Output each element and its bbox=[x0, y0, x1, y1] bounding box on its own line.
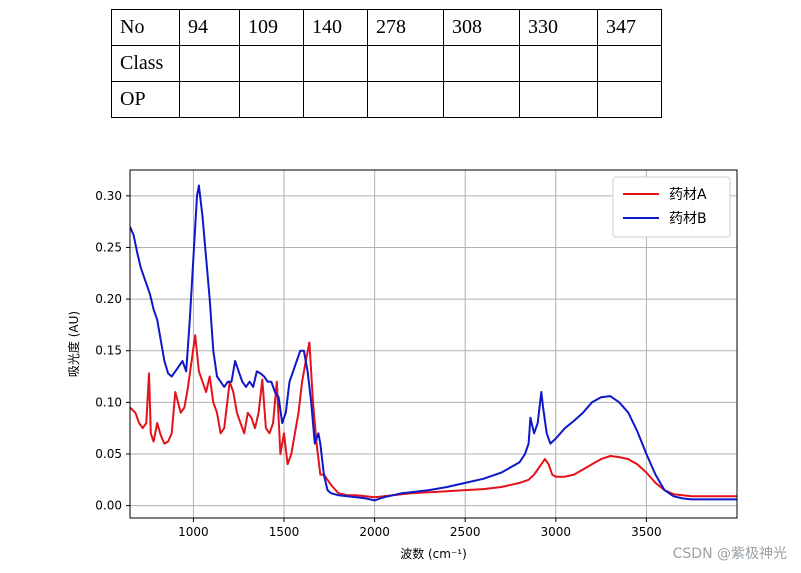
x-axis-label: 波数 (cm⁻¹) bbox=[400, 546, 467, 561]
table-cell bbox=[443, 45, 520, 82]
y-tick-label: 0.25 bbox=[95, 240, 122, 254]
y-tick-label: 0.10 bbox=[95, 395, 122, 409]
table-cell bbox=[303, 81, 368, 118]
y-tick-label: 0.30 bbox=[95, 189, 122, 203]
table-cell: 330 bbox=[519, 9, 598, 46]
table-cell: 308 bbox=[443, 9, 520, 46]
y-tick-label: 0.20 bbox=[95, 292, 122, 306]
table-cell bbox=[597, 45, 662, 82]
series-line-b bbox=[130, 184, 737, 502]
absorbance-chart: 1000 1500 2000 2500 3000 3500 0.00 0.05 0.10 0.1… bbox=[66, 169, 738, 561]
data-table: No 94 109 140 278 308 330 347 Class OP bbox=[111, 9, 662, 118]
row-header: OP bbox=[111, 81, 180, 118]
table-row: No 94 109 140 278 308 330 347 bbox=[111, 9, 662, 46]
table-cell bbox=[179, 81, 240, 118]
y-tick-label: 0.00 bbox=[95, 499, 122, 513]
table-cell bbox=[179, 45, 240, 82]
y-axis-label: 吸光度 (AU) bbox=[66, 311, 81, 377]
table-row: Class bbox=[111, 45, 662, 82]
legend-box bbox=[612, 176, 731, 238]
table-cell bbox=[597, 81, 662, 118]
table-cell bbox=[239, 81, 304, 118]
series-lines bbox=[130, 184, 737, 502]
row-header: Class bbox=[111, 45, 180, 82]
table-cell: 347 bbox=[597, 9, 662, 46]
legend: 药材A 药材B bbox=[612, 176, 731, 238]
y-axis-ticks: 0.00 0.05 0.10 0.15 0.20 0.25 0.30 bbox=[95, 189, 130, 513]
x-tick-label: 2000 bbox=[359, 525, 390, 539]
table-cell: 140 bbox=[303, 9, 368, 46]
y-tick-label: 0.05 bbox=[95, 447, 122, 461]
table-cell bbox=[443, 81, 520, 118]
x-tick-label: 3000 bbox=[541, 525, 572, 539]
legend-label: 药材A bbox=[669, 187, 707, 203]
legend-label: 药材B bbox=[669, 211, 707, 227]
x-tick-label: 1500 bbox=[269, 525, 300, 539]
row-header: No bbox=[111, 9, 180, 46]
x-tick-label: 2500 bbox=[450, 525, 481, 539]
table-cell bbox=[303, 45, 368, 82]
y-tick-label: 0.15 bbox=[95, 344, 122, 358]
x-axis-ticks: 1000 1500 2000 2500 3000 3500 bbox=[178, 518, 662, 539]
table-cell: 109 bbox=[239, 9, 304, 46]
table-cell bbox=[367, 45, 444, 82]
table-row: OP bbox=[111, 81, 662, 118]
plot-frame bbox=[129, 169, 738, 519]
watermark: CSDN @紫极神光 bbox=[672, 546, 787, 562]
x-tick-label: 1000 bbox=[178, 525, 209, 539]
x-tick-label: 3500 bbox=[631, 525, 662, 539]
table-cell bbox=[239, 45, 304, 82]
table-cell bbox=[519, 45, 598, 82]
table-cell bbox=[519, 81, 598, 118]
table-cell: 278 bbox=[367, 9, 444, 46]
table-cell bbox=[367, 81, 444, 118]
table-cell: 94 bbox=[179, 9, 240, 46]
